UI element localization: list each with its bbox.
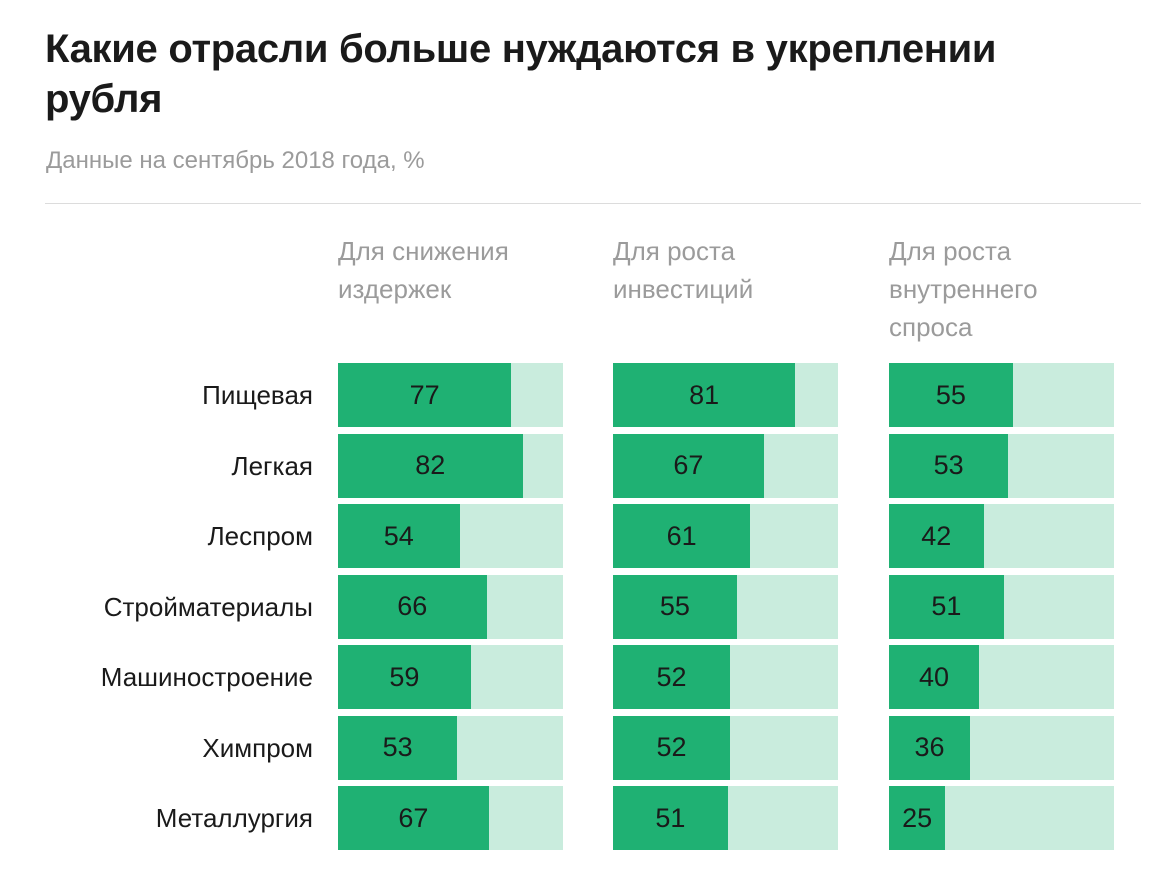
data-label: 82 (415, 450, 446, 480)
bar (613, 363, 796, 427)
bar-track: 77 (338, 363, 563, 427)
bar (889, 504, 984, 568)
bar-track: 82 (338, 433, 563, 498)
header-divider (45, 203, 1141, 204)
bar-track: 59 (338, 645, 563, 709)
bar-track: 36 (889, 715, 1114, 780)
bar-track: 25 (889, 786, 1114, 850)
bar-track: 61 (613, 504, 838, 568)
bar (889, 786, 946, 850)
data-label: 52 (656, 732, 687, 762)
series-header: Для снижения издержек (338, 236, 509, 304)
data-label: 42 (921, 520, 952, 551)
data-label: 67 (673, 450, 704, 480)
bar-track: 53 (889, 433, 1114, 498)
category-label: Стройматериалы (103, 591, 313, 622)
bar (338, 574, 487, 639)
data-label: 52 (656, 661, 687, 692)
bar (613, 786, 728, 850)
data-label: 53 (933, 450, 964, 480)
bar-track: 67 (613, 433, 838, 498)
bar-track: 54 (338, 504, 563, 568)
data-label: 55 (659, 591, 690, 621)
bar-track: 42 (889, 504, 1114, 568)
bar-track: 55 (889, 363, 1114, 427)
chart-subtitle: Данные на сентябрь 2018 года, % (46, 147, 425, 174)
bar-track: 52 (613, 645, 838, 709)
category-label: Пищевая (202, 380, 313, 410)
bar-track: 51 (613, 786, 838, 850)
series-header: Для роста инвестиций (613, 236, 754, 304)
bar (613, 504, 751, 568)
data-label: 77 (409, 379, 440, 410)
bar (338, 786, 489, 850)
bar (613, 645, 730, 709)
data-label: 66 (397, 591, 428, 621)
chart-title: Какие отрасли больше нуждаются в укрепле… (45, 27, 997, 121)
data-label: 61 (666, 520, 697, 551)
bar-track: 53 (338, 715, 563, 780)
data-label: 55 (935, 379, 966, 410)
bar-track: 51 (889, 574, 1114, 639)
category-label: Химпром (202, 732, 313, 763)
bar (889, 645, 979, 709)
bar (338, 504, 460, 568)
data-label: 25 (902, 802, 933, 833)
bar-track: 66 (338, 574, 563, 639)
bar (613, 433, 764, 498)
data-label: 40 (918, 661, 950, 692)
data-label: 53 (382, 732, 413, 762)
bar-track: 67 (338, 786, 563, 850)
bar-track: 52 (613, 715, 838, 780)
category-label: Леспром (207, 521, 313, 551)
category-label: Легкая (231, 450, 314, 481)
bar-track: 40 (889, 645, 1114, 709)
category-label: Металлургия (155, 803, 313, 833)
bar (613, 574, 737, 639)
series-header: Для роста внутреннего спроса (889, 236, 1038, 342)
bar (889, 574, 1004, 639)
bar (338, 645, 471, 709)
data-label: 54 (383, 520, 414, 551)
bar (889, 715, 970, 780)
bar (338, 433, 523, 498)
bar (338, 363, 512, 427)
data-label: 67 (398, 802, 429, 833)
bar-track: 81 (613, 363, 838, 427)
category-label: Машиностроение (100, 662, 313, 692)
bar (889, 363, 1013, 427)
bar-track: 55 (613, 574, 838, 639)
data-label: 36 (914, 732, 945, 762)
bar (613, 715, 730, 780)
bar (889, 433, 1009, 498)
data-label: 51 (931, 591, 962, 621)
data-label: 51 (655, 802, 686, 833)
bar (338, 715, 458, 780)
data-label: 59 (389, 661, 420, 692)
data-label: 81 (689, 379, 720, 410)
